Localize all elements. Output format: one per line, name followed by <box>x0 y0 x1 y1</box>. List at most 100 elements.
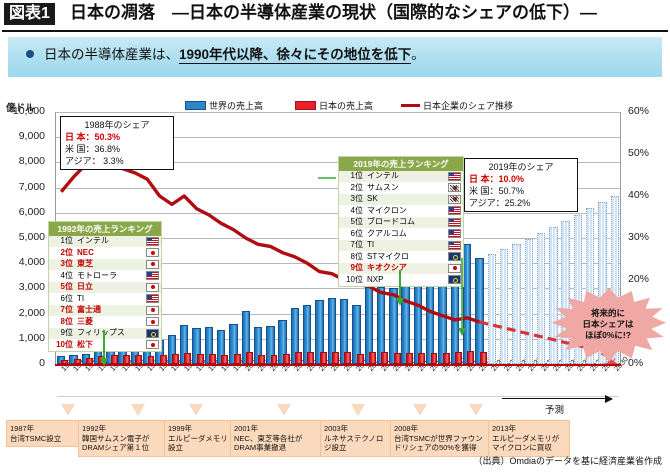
y-axis-tick-label: 6,000 <box>18 205 45 218</box>
ranking-position: 7位 <box>350 240 363 249</box>
ranking-company: NXP <box>367 274 384 284</box>
flag-us-icon <box>448 217 461 227</box>
ranking-row: 3位 SK <box>339 193 463 205</box>
share-row-value: 50.7% <box>498 186 525 196</box>
bar-japan <box>455 351 463 364</box>
legend-line-icon <box>401 104 420 107</box>
ranking-title: 1992年の売上ランキング <box>49 222 161 236</box>
bar-japan <box>86 357 93 364</box>
starburst-text: 将来的に 日本シェアは ほぼ0%に!? <box>552 308 664 341</box>
ranking-row: 8位 STマイクロ <box>339 251 463 263</box>
bar-japan <box>430 353 438 364</box>
y-axis-tick-label: 5,000 <box>18 231 45 243</box>
bar-world-forecast <box>573 214 583 364</box>
y-axis-tick-label: 1,000 <box>18 331 45 344</box>
bar-world <box>315 299 324 364</box>
bar-japan <box>184 352 192 364</box>
ranking-position: 6位 <box>60 293 73 303</box>
bar-world <box>352 304 361 364</box>
ranking-company: モトローラ <box>77 270 117 280</box>
bar-japan <box>332 351 339 364</box>
bar-world <box>204 327 213 364</box>
share-row-label: アジア： <box>469 198 505 208</box>
bar-world <box>216 329 226 364</box>
y2-axis-tick-label: 60% <box>628 105 650 117</box>
header-divider <box>2 30 668 32</box>
bar-japan <box>405 353 413 364</box>
ranking-company: 松下 <box>77 339 93 349</box>
ranking-company: 富士通 <box>77 305 101 314</box>
legend-label: 日本企業のシェア推移 <box>423 101 514 111</box>
ranking-position: 8位 <box>350 251 363 261</box>
ranking-position: 7位 <box>60 305 73 314</box>
ranking-position: 2位 <box>350 182 363 192</box>
bar-world <box>278 320 287 364</box>
banner-text-emphasis: 1990年代以降、徐々にその地位を低下 <box>179 47 412 64</box>
banner-text-suffix: 。 <box>411 47 425 62</box>
ranking-row: 8位 三菱 <box>49 316 161 328</box>
ranking-company: インテル <box>77 236 109 245</box>
timeline-event-year: 2001年 <box>234 424 259 433</box>
ranking-company: SK <box>367 194 378 203</box>
flag-jp-icon <box>146 248 159 258</box>
ranking-row: 10位 NXP <box>339 274 463 286</box>
ranking-company: NEC <box>77 247 94 257</box>
y-axis-tick-label: 2,000 <box>18 306 45 319</box>
forecast-arrow-icon <box>502 393 613 405</box>
ranking-company: STマイクロ <box>367 251 410 261</box>
ranking-row: 7位 TI <box>339 239 463 251</box>
bar-world-forecast <box>499 248 509 364</box>
ranking-position: 8位 <box>60 316 73 326</box>
banner-text-prefix: 日本の半導体産業は、 <box>44 47 179 62</box>
bar-japan <box>270 355 278 364</box>
bar-world <box>180 325 189 364</box>
ranking-position: 4位 <box>350 205 363 215</box>
share-box-1988: 1988年のシェア 日 本：50.3% 米 国：36.8% アジア： 3.3% <box>60 116 174 170</box>
bar-world-forecast <box>487 253 496 364</box>
share-row-label: 日 本： <box>65 132 95 142</box>
timeline-event: 2013年 エルピーダメモリがマイクロンに買収 <box>488 420 570 457</box>
ranking-row: 3位 東芝 <box>49 258 161 270</box>
legend-item-japan: 日本の売上高 <box>295 99 373 112</box>
y2-axis-tick-label: 50% <box>628 147 650 159</box>
flag-eu-icon <box>448 275 461 285</box>
flag-jp-icon <box>146 317 159 327</box>
ranking-company: ブロードコム <box>367 217 415 226</box>
timeline-event-text: 韓国サムスン電子がDRAMシェア第１位 <box>82 433 150 453</box>
timeline-event-year: 2013年 <box>492 424 517 433</box>
bar-japan <box>172 354 180 364</box>
bar-japan <box>307 352 315 364</box>
bar-japan <box>282 354 290 364</box>
timeline-event: 2003年 ルネサステクノロジ設立 <box>320 420 394 457</box>
y-axis-tick-label: 4,000 <box>18 256 45 269</box>
ranking-position: 9位 <box>60 328 73 337</box>
share-box-2019: 2019年のシェア 日 本：10.0% 米 国：50.7% アジア：25.2% <box>464 158 578 212</box>
timeline-event-year: 1987年 <box>10 424 35 433</box>
bar-japan <box>344 352 352 364</box>
bar-japan <box>122 355 130 364</box>
bar-world <box>167 334 177 364</box>
legend-item-share: 日本企業のシェア推移 <box>401 99 513 112</box>
page-title: 日本の凋落 ―日本の半導体産業の現状（国際的なシェアの低下）― <box>70 3 597 22</box>
bar-japan <box>221 354 229 364</box>
ranking-row: 9位 キオクシア <box>339 262 463 274</box>
ranking-company: 日立 <box>77 282 93 291</box>
bar-japan <box>393 353 401 364</box>
bar-japan <box>418 352 426 364</box>
timeline-pointer-icon <box>61 404 75 416</box>
legend-label: 世界の売上高 <box>209 101 264 111</box>
share-row-value: 3.3% <box>100 156 124 166</box>
ranking-position: 2位 <box>60 247 73 257</box>
flag-us-icon <box>146 236 159 246</box>
bar-world <box>241 310 250 364</box>
bar-japan <box>369 351 376 364</box>
timeline-pointer-icon <box>277 404 291 416</box>
share-row-value: 25.2% <box>504 198 531 208</box>
share-row-value: 50.3% <box>94 132 121 142</box>
ranking-row: 2位 サムスン <box>339 182 463 194</box>
bar-japan <box>135 355 143 364</box>
share-row-label: 日 本： <box>469 174 499 184</box>
forecast-starburst: 将来的に 日本シェアは ほぼ0%に!? <box>552 288 666 362</box>
bar-world <box>253 326 263 364</box>
flag-jp-icon <box>448 263 461 273</box>
